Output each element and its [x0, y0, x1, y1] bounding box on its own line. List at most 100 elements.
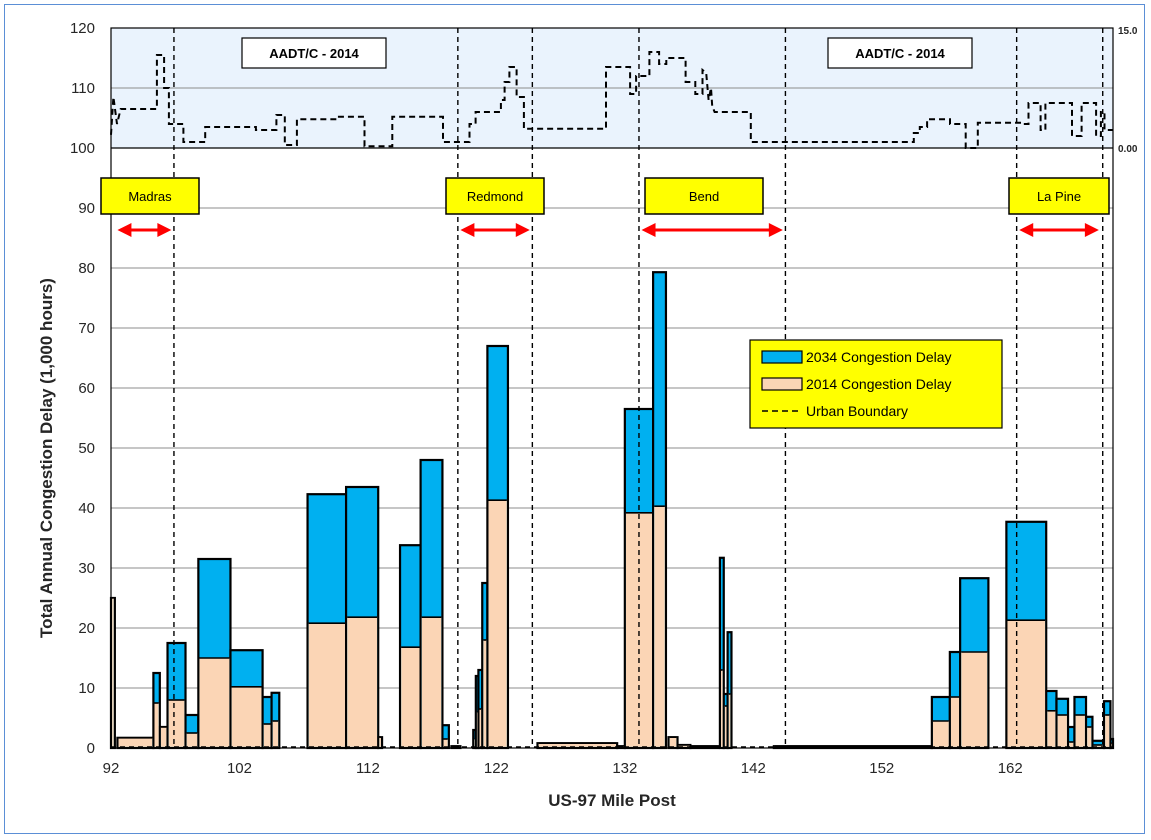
bar-2014-39: [1069, 742, 1074, 747]
y-tick-50: 50: [78, 440, 95, 457]
city-name: La Pine: [1037, 189, 1081, 204]
y-tick-100: 100: [70, 140, 95, 157]
y-tick-120: 120: [70, 20, 95, 37]
y-axis-title: Total Annual Congestion Delay (1,000 hou…: [37, 278, 56, 638]
bar-2014-42: [1093, 745, 1103, 747]
city-labels: Madras Redmond Bend La Pine: [100, 177, 1110, 237]
x-tick-112: 112: [356, 760, 380, 777]
bar-2014-1: [118, 737, 153, 747]
x-tick-102: 102: [227, 760, 252, 777]
city-name: Bend: [689, 189, 719, 204]
bar-2014-20: [483, 640, 487, 747]
bar-2014-25: [654, 506, 665, 747]
x-tick-132: 132: [612, 760, 637, 777]
city-box: [644, 177, 764, 215]
x-tick-92: 92: [103, 760, 120, 777]
bar-2014-33: [932, 721, 949, 747]
legend-label-urban: Urban Boundary: [806, 403, 908, 419]
bar-2014-4: [168, 700, 185, 747]
bar-2014-0: [112, 598, 114, 747]
bar-2014-15: [443, 739, 448, 747]
bar-2014-36: [1007, 620, 1046, 747]
city-box: [1008, 177, 1110, 215]
aadt-label-0: AADT/C - 2014: [241, 37, 387, 69]
y-tick-20: 20: [78, 620, 95, 637]
bar-2014-38: [1057, 715, 1067, 747]
aadt-label-box: [827, 37, 973, 69]
bar-2014-10: [308, 623, 345, 747]
arrow-head-left: [641, 223, 656, 237]
legend-label-2034: 2034 Congestion Delay: [806, 349, 952, 365]
y-tick-0: 0: [87, 740, 95, 757]
aadt-label-box: [241, 37, 387, 69]
bar-2014-41: [1087, 727, 1092, 747]
bar-2014-3: [160, 727, 167, 747]
bar-2014-8: [263, 724, 271, 747]
city-madras: Madras: [100, 177, 200, 237]
city-name: Madras: [128, 189, 172, 204]
y-tick-80: 80: [78, 260, 95, 277]
arrow-head-left: [117, 223, 132, 237]
bar-2014-34: [950, 697, 960, 747]
arrow-head-left: [460, 223, 475, 237]
bar-2014-43: [1105, 715, 1110, 747]
bar-2014-18: [476, 712, 478, 747]
legend: 2034 Congestion Delay 2014 Congestion De…: [749, 339, 1003, 429]
arrow-head-right: [515, 223, 530, 237]
bar-2014-17: [474, 739, 475, 747]
aadt-line: [110, 51, 1113, 149]
city-box: [445, 177, 545, 215]
legend-swatch-2014: [761, 377, 803, 391]
bar-2014-21: [488, 500, 507, 747]
y-tick-70: 70: [78, 320, 95, 337]
chart-frame: [4, 4, 1145, 834]
x-tick-142: 142: [741, 760, 766, 777]
bar-2014-29: [721, 670, 723, 747]
aadt-label-text: AADT/C - 2014: [269, 46, 359, 61]
bar-2014-44: [1111, 743, 1113, 747]
x-tick-162: 162: [998, 760, 1023, 777]
bar-2014-9: [272, 721, 279, 747]
city-name: Redmond: [467, 189, 523, 204]
arrow-head-right: [157, 223, 172, 237]
bar-2014-5: [186, 733, 198, 747]
bar-2014-31: [728, 694, 731, 747]
bar-2014-13: [401, 647, 420, 747]
delay-bars: [109, 271, 1115, 750]
bar-2014-22: [538, 743, 617, 747]
x-axis-title: US-97 Mile Post: [548, 791, 676, 810]
bar-2014-6: [199, 658, 230, 747]
y2-tick-labels: 15.0 0.00: [1118, 26, 1138, 155]
legend-label-2014: 2014 Congestion Delay: [806, 376, 952, 392]
arrow-head-right: [768, 223, 783, 237]
aadt-label-1: AADT/C - 2014: [827, 37, 973, 69]
bar-2014-19: [479, 709, 482, 747]
bar-2014-14: [421, 617, 442, 747]
y-tick-110: 110: [71, 80, 95, 97]
x-tick-122: 122: [484, 760, 509, 777]
bar-2014-7: [231, 686, 262, 747]
aadt-polyline: [110, 51, 1113, 149]
y-tick-30: 30: [78, 560, 95, 577]
bar-2014-24: [625, 512, 653, 747]
x-tick-152: 152: [869, 760, 894, 777]
arrow-head-left: [1019, 223, 1034, 237]
legend-swatch-2034: [761, 350, 803, 364]
aadt-label-text: AADT/C - 2014: [855, 46, 945, 61]
bar-2014-12: [379, 737, 381, 747]
bar-2014-26: [669, 737, 677, 747]
plot-border: [110, 27, 1114, 749]
city-bend: Bend: [641, 177, 783, 237]
y-tick-40: 40: [78, 500, 95, 517]
y-tick-labels: 0 10 20 30 40 50 60 70 80 90 100 110 120: [70, 20, 95, 757]
y2-tick-1: 0.00: [1118, 144, 1138, 155]
bar-2014-11: [347, 617, 378, 747]
bar-2014-30: [724, 706, 727, 747]
y2-tick-0: 15.0: [1118, 26, 1138, 37]
bar-2014-35: [961, 652, 988, 747]
bar-2014-40: [1075, 715, 1085, 747]
arrow-head-right: [1084, 223, 1099, 237]
x-tick-labels: 92 102 112 122 132 142 152 162: [103, 760, 1023, 777]
y-tick-90: 90: [78, 200, 95, 217]
